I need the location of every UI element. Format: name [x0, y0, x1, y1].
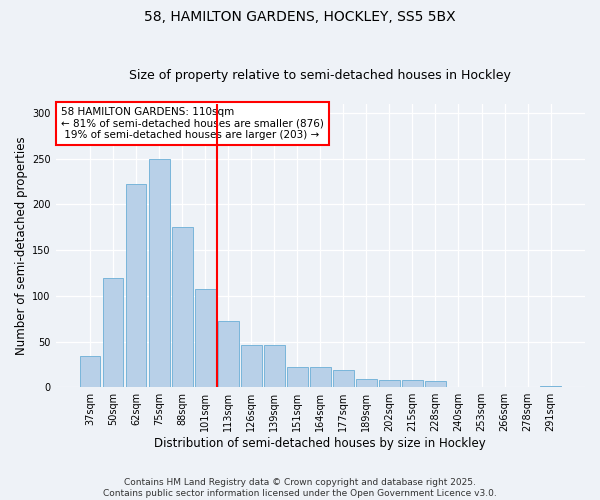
Bar — [149, 159, 170, 387]
Text: 58, HAMILTON GARDENS, HOCKLEY, SS5 5BX: 58, HAMILTON GARDENS, HOCKLEY, SS5 5BX — [144, 10, 456, 24]
Bar — [310, 367, 331, 387]
Bar — [218, 322, 239, 387]
Bar — [356, 379, 377, 387]
Bar — [540, 386, 561, 387]
Bar — [195, 288, 215, 387]
Bar — [402, 380, 423, 387]
Text: Contains HM Land Registry data © Crown copyright and database right 2025.
Contai: Contains HM Land Registry data © Crown c… — [103, 478, 497, 498]
Bar — [172, 228, 193, 387]
Bar — [379, 380, 400, 387]
Bar — [103, 278, 124, 387]
Bar — [80, 356, 100, 387]
Y-axis label: Number of semi-detached properties: Number of semi-detached properties — [15, 136, 28, 355]
Bar — [264, 345, 284, 387]
Bar — [333, 370, 354, 387]
X-axis label: Distribution of semi-detached houses by size in Hockley: Distribution of semi-detached houses by … — [154, 437, 486, 450]
Bar — [126, 184, 146, 387]
Title: Size of property relative to semi-detached houses in Hockley: Size of property relative to semi-detach… — [130, 69, 511, 82]
Bar — [425, 381, 446, 387]
Bar — [241, 345, 262, 387]
Text: 58 HAMILTON GARDENS: 110sqm
← 81% of semi-detached houses are smaller (876)
 19%: 58 HAMILTON GARDENS: 110sqm ← 81% of sem… — [61, 107, 324, 140]
Bar — [287, 367, 308, 387]
